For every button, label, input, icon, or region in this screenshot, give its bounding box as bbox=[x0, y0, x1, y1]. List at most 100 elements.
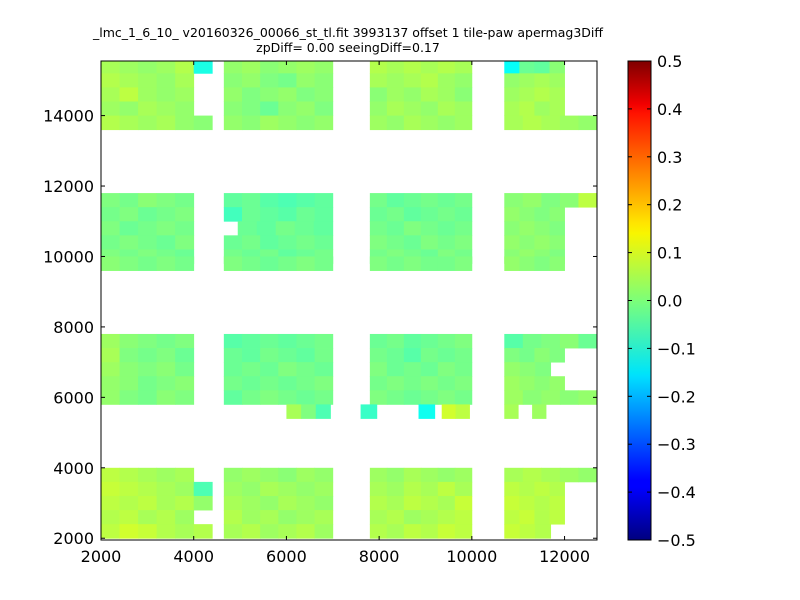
heatmap-cell bbox=[278, 61, 297, 74]
heatmap-cell bbox=[403, 101, 422, 116]
y-tick-label: 2000 bbox=[53, 529, 94, 548]
heatmap-cell bbox=[454, 333, 473, 349]
heatmap-cell bbox=[437, 207, 456, 222]
heatmap-cell bbox=[454, 73, 473, 88]
heatmap-cell bbox=[541, 333, 561, 349]
heatmap-cell bbox=[175, 256, 195, 271]
colorbar-tick-label: 0.5 bbox=[657, 52, 682, 71]
heatmap-cell bbox=[578, 390, 597, 405]
heatmap-cell bbox=[156, 101, 176, 116]
heatmap-cell bbox=[534, 207, 550, 222]
colorbar-tick-label: 0.3 bbox=[657, 148, 682, 167]
heatmap-cell bbox=[437, 73, 456, 88]
heatmap-cell bbox=[260, 193, 279, 208]
heatmap-cell bbox=[156, 390, 176, 405]
heatmap-cell bbox=[119, 467, 139, 483]
heatmap-cell bbox=[296, 61, 316, 74]
heatmap-cell bbox=[260, 467, 279, 483]
heatmap-cell bbox=[223, 376, 243, 391]
heatmap-cell bbox=[278, 376, 297, 391]
heatmap-cell bbox=[242, 495, 261, 511]
heatmap-cell bbox=[314, 73, 334, 88]
heatmap-cell bbox=[314, 256, 334, 271]
heatmap-cell bbox=[223, 333, 243, 349]
heatmap-cell bbox=[454, 362, 473, 377]
colorbar-tick-label: −0.1 bbox=[657, 339, 696, 358]
heatmap-cell bbox=[314, 101, 334, 116]
heatmap-cell bbox=[119, 376, 139, 391]
heatmap-cell bbox=[101, 467, 120, 483]
heatmap-cell bbox=[386, 221, 405, 236]
heatmap-cell bbox=[519, 376, 535, 391]
heatmap-cell bbox=[369, 333, 388, 349]
heatmap-cell bbox=[314, 495, 334, 511]
heatmap-cell bbox=[519, 73, 535, 88]
heatmap-cell bbox=[578, 467, 597, 483]
heatmap-cell bbox=[437, 495, 456, 511]
heatmap-cell bbox=[175, 348, 195, 363]
heatmap-cell bbox=[386, 524, 405, 539]
heatmap-cell bbox=[119, 87, 139, 102]
heatmap-cell bbox=[175, 481, 195, 497]
heatmap-cell bbox=[369, 87, 388, 102]
heatmap-cell bbox=[242, 256, 261, 271]
heatmap-cell bbox=[403, 333, 422, 349]
heatmap-cell bbox=[278, 73, 297, 88]
heatmap-cell bbox=[138, 333, 158, 349]
heatmap-cell bbox=[549, 73, 565, 88]
heatmap-cell bbox=[296, 115, 316, 131]
heatmap-cell bbox=[175, 207, 195, 222]
heatmap-cell bbox=[119, 362, 139, 377]
heatmap-cell bbox=[420, 362, 439, 377]
heatmap-cell bbox=[403, 348, 422, 363]
x-tick-label: 6000 bbox=[266, 547, 307, 566]
heatmap-cell bbox=[138, 193, 158, 208]
heatmap-cell bbox=[386, 73, 405, 88]
heatmap-cell bbox=[403, 73, 422, 88]
heatmap-cell bbox=[260, 390, 279, 405]
y-tick-label: 12000 bbox=[43, 177, 94, 196]
heatmap-cell bbox=[386, 348, 405, 363]
heatmap-cell bbox=[156, 362, 176, 377]
heatmap-cell bbox=[559, 115, 579, 131]
heatmap-cell bbox=[403, 524, 422, 539]
heatmap-cell bbox=[454, 495, 473, 511]
y-tick-label: 14000 bbox=[43, 107, 94, 126]
heatmap-cell bbox=[541, 115, 561, 131]
heatmap-cell bbox=[138, 221, 158, 236]
heatmap-cell bbox=[559, 193, 579, 208]
heatmap-cell bbox=[437, 115, 456, 131]
heatmap-cell bbox=[156, 235, 176, 250]
heatmap-cell bbox=[386, 115, 405, 131]
heatmap-cell bbox=[314, 193, 334, 208]
heatmap-cell bbox=[278, 235, 297, 250]
heatmap-cell bbox=[223, 193, 243, 208]
heatmap-cell bbox=[223, 524, 243, 539]
heatmap-cell bbox=[403, 510, 422, 525]
heatmap-cell bbox=[504, 467, 524, 483]
heatmap-cell bbox=[278, 481, 297, 497]
heatmap-cell bbox=[420, 101, 439, 116]
heatmap-cell bbox=[504, 348, 520, 363]
heatmap-cell bbox=[119, 207, 139, 222]
heatmap-cell bbox=[278, 256, 297, 271]
heatmap-cell bbox=[504, 221, 520, 236]
heatmap-cell bbox=[578, 115, 597, 131]
heatmap-cell bbox=[275, 221, 296, 236]
heatmap-cell bbox=[223, 73, 243, 88]
heatmap-cell bbox=[549, 101, 565, 116]
heatmap-cell bbox=[156, 87, 176, 102]
heatmap-cell bbox=[369, 61, 388, 74]
heatmap-cell bbox=[403, 235, 422, 250]
heatmap-cell bbox=[101, 390, 120, 405]
heatmap-cell bbox=[175, 235, 195, 250]
heatmap-cell bbox=[101, 73, 120, 88]
heatmap-cell bbox=[418, 404, 436, 419]
heatmap-cell bbox=[101, 510, 120, 525]
heatmap-cell bbox=[119, 390, 139, 405]
heatmap-cell bbox=[420, 510, 439, 525]
heatmap-cell bbox=[454, 87, 473, 102]
heatmap-cell bbox=[522, 390, 542, 405]
heatmap-cell bbox=[138, 481, 158, 497]
